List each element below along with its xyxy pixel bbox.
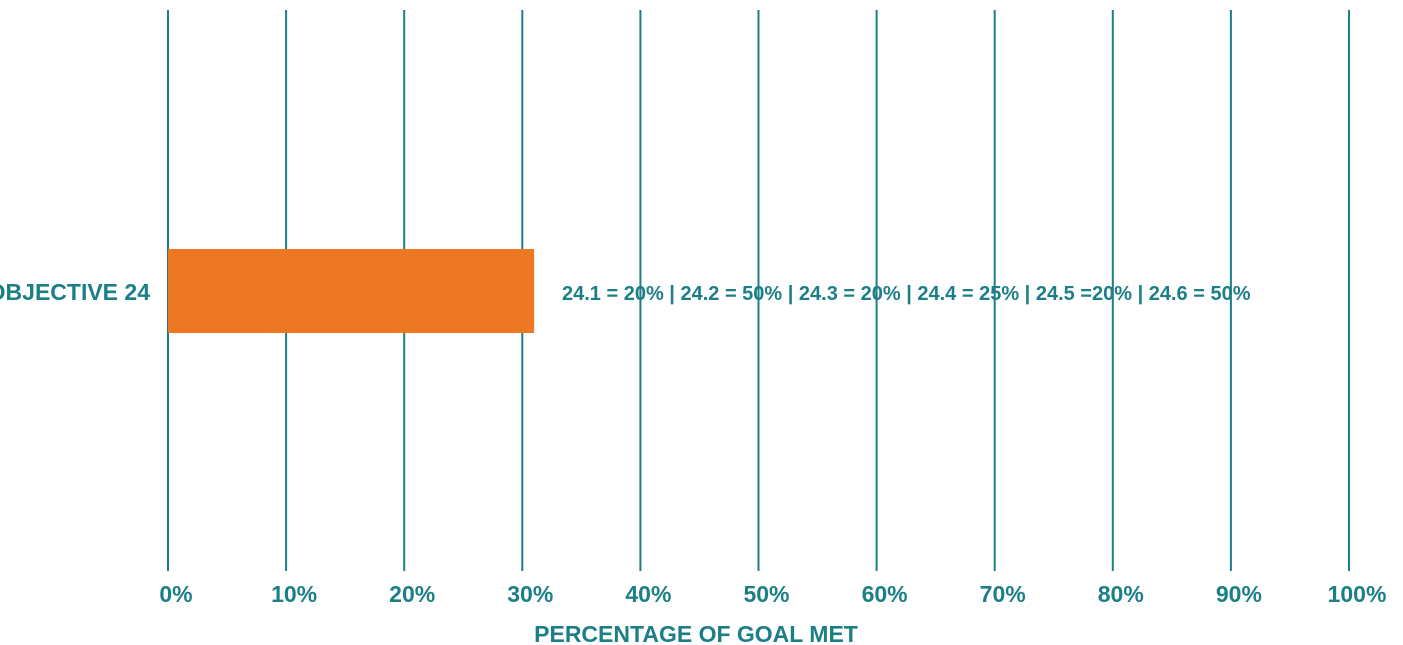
x-tick-label: 30% [507, 581, 553, 607]
x-tick-label: 100% [1328, 581, 1387, 607]
x-tick-label: 60% [862, 581, 908, 607]
x-axis-title: PERCENTAGE OF GOAL MET [534, 621, 858, 645]
x-tick-label: 10% [271, 581, 317, 607]
x-tick-label: 90% [1216, 581, 1262, 607]
x-tick-label: 70% [980, 581, 1026, 607]
x-tick-label: 40% [625, 581, 671, 607]
x-tick-label: 50% [743, 581, 789, 607]
x-tick-label: 20% [389, 581, 435, 607]
x-axis-tick-labels: 0% 10% 20% 30% 40% 50% 60% 70% 80% 90% 100% [159, 581, 1386, 607]
x-tick-label: 80% [1098, 581, 1144, 607]
bars [168, 249, 535, 333]
x-tick-label: 0% [159, 581, 192, 607]
bar-annotation: 24.1 = 20% | 24.2 = 50% | 24.3 = 20% | 2… [562, 283, 1251, 305]
category-label: OBJECTIVE 24 [0, 279, 150, 305]
bar [168, 249, 535, 333]
